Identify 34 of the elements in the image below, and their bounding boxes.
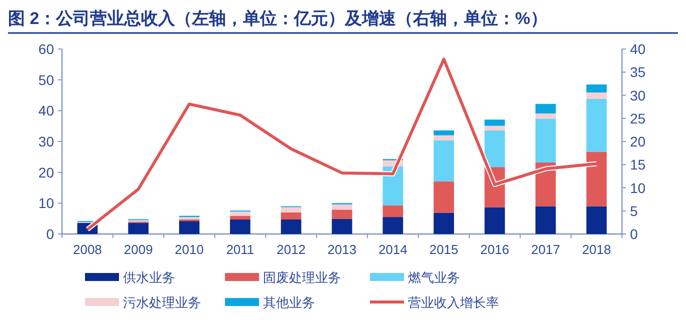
x-tick-label: 2010 [174,242,204,257]
x-tick-label: 2016 [480,242,510,257]
x-tick-label: 2015 [429,242,458,257]
x-tick-label: 2008 [72,242,102,257]
legend-label: 其他业务 [263,295,315,310]
y-tick-label: 0 [46,226,54,242]
y-tick-label: 10 [38,195,54,212]
x-tick-label: 2017 [531,242,560,257]
y2-tick-label: 5 [630,202,638,219]
y-tick-label: 50 [38,72,54,88]
legend-label: 燃气业务 [408,270,460,285]
x-tick-label: 2018 [582,242,612,257]
x-tick-label: 2013 [328,242,356,257]
y2-tick-label: 25 [630,110,646,126]
legend-label: 营业收入增长率 [408,295,499,310]
chart-title: 图 2：公司营业总收入（左轴，单位：亿元）及增速（右轴，单位：%） [8,9,548,28]
y2-tick-label: 20 [630,134,646,150]
x-tick-label: 2009 [124,242,153,257]
y2-tick-label: 35 [630,64,646,80]
x-tick-label: 2011 [226,242,254,257]
y-tick-label: 30 [38,134,54,150]
y2-tick-label: 40 [630,41,646,57]
x-tick-label: 2012 [276,242,306,257]
x-tick-label: 2014 [378,242,408,257]
y2-tick-label: 0 [630,226,638,242]
legend-label: 污水处理业务 [123,295,201,310]
legend-label: 供水业务 [123,270,175,285]
y-tick-label: 60 [38,41,54,57]
legend-label: 固废处理业务 [263,270,341,285]
y2-tick-label: 30 [630,87,646,104]
y2-tick-label: 10 [630,180,646,196]
y-tick-label: 20 [38,164,54,180]
y-tick-label: 40 [38,102,54,119]
y2-tick-label: 15 [630,156,646,173]
